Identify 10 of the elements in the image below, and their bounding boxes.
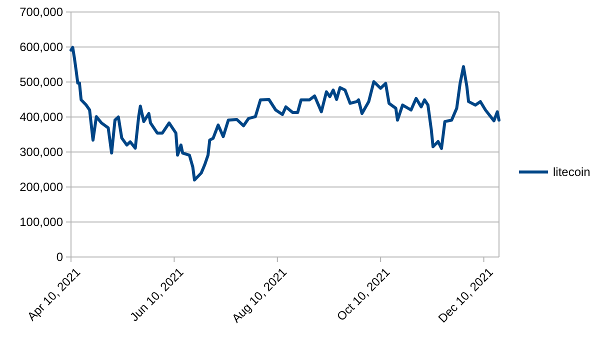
y-tick-label: 700,000 xyxy=(20,5,64,20)
y-tick-label: 100,000 xyxy=(20,215,64,230)
legend-label: litecoin xyxy=(553,165,590,180)
y-tick-label: 200,000 xyxy=(20,180,64,194)
line-series xyxy=(70,46,500,182)
y-tick-label: 600,000 xyxy=(20,40,64,54)
y-tick-label: 400,000 xyxy=(20,110,64,124)
y-tick-label: 0 xyxy=(56,250,64,264)
y-tick-label: 300,000 xyxy=(20,145,64,160)
y-tick-label: 500,000 xyxy=(20,75,64,90)
